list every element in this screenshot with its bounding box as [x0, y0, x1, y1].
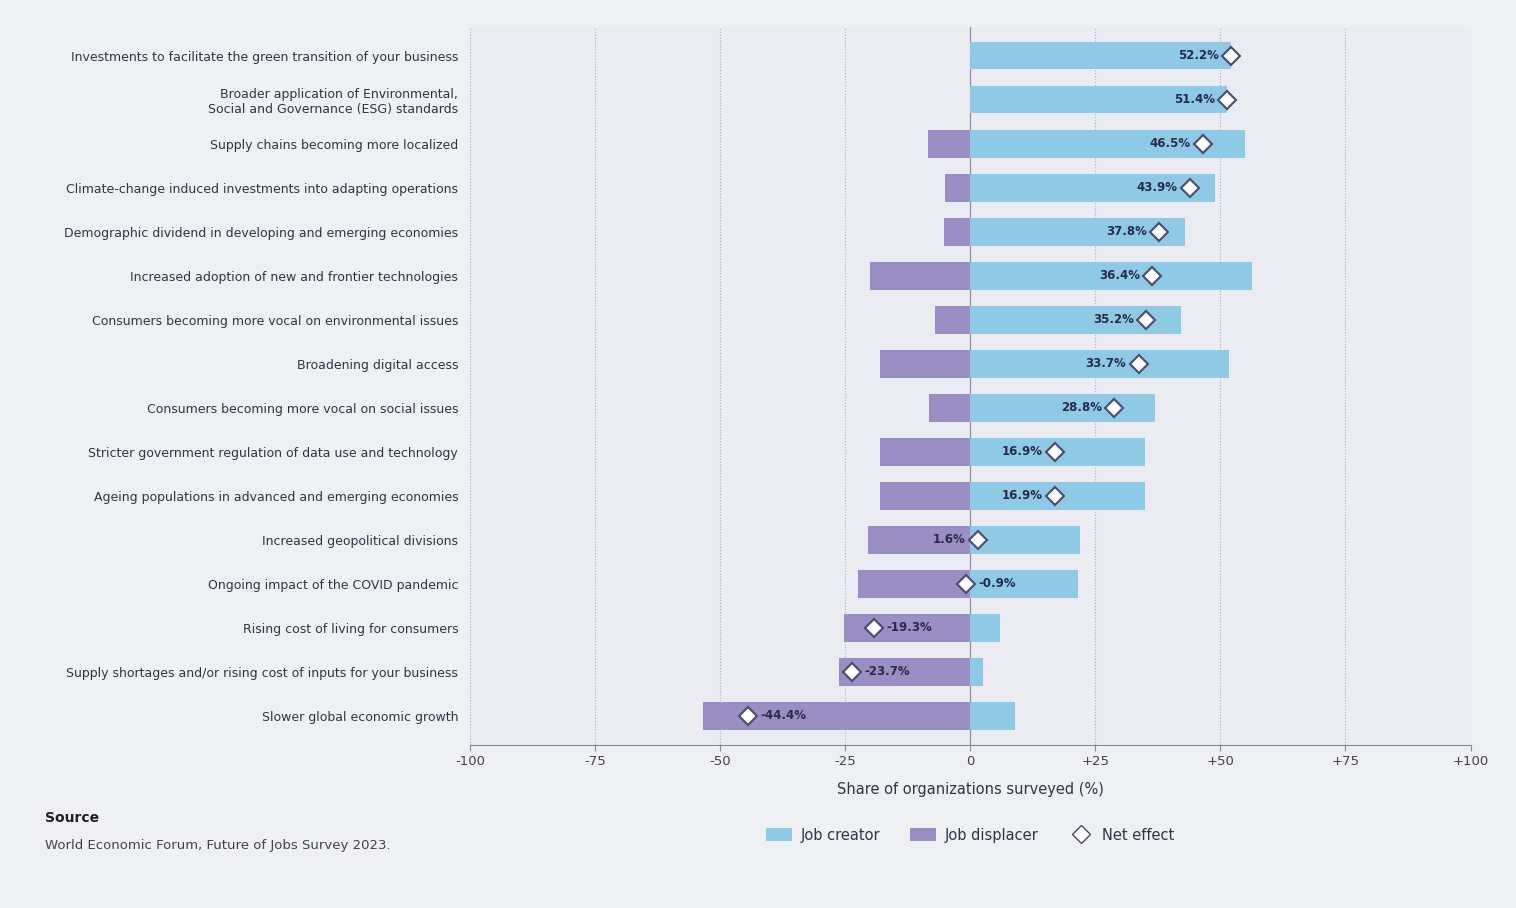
Bar: [844, 615, 970, 642]
Text: -19.3%: -19.3%: [887, 621, 932, 635]
Bar: [879, 482, 970, 509]
Bar: [970, 174, 1216, 202]
Legend: Job creator, Job displacer, Net effect: Job creator, Job displacer, Net effect: [760, 822, 1181, 848]
Text: 46.5%: 46.5%: [1149, 137, 1190, 151]
Bar: [970, 527, 1081, 554]
Text: 33.7%: 33.7%: [1085, 358, 1126, 370]
Text: 28.8%: 28.8%: [1061, 401, 1102, 414]
Text: -0.9%: -0.9%: [978, 577, 1016, 590]
Bar: [970, 262, 1252, 290]
Bar: [870, 262, 970, 290]
Bar: [970, 130, 1246, 157]
Text: 43.9%: 43.9%: [1137, 182, 1178, 194]
Bar: [970, 350, 1229, 378]
Bar: [970, 42, 1231, 70]
Bar: [970, 570, 1078, 597]
Text: 52.2%: 52.2%: [1178, 49, 1219, 63]
Bar: [970, 394, 1155, 421]
Bar: [879, 439, 970, 466]
Text: 51.4%: 51.4%: [1173, 94, 1214, 106]
Text: 16.9%: 16.9%: [1001, 489, 1043, 502]
Text: 35.2%: 35.2%: [1093, 313, 1134, 326]
Bar: [970, 482, 1146, 509]
Text: -23.7%: -23.7%: [864, 666, 910, 678]
Bar: [703, 702, 970, 730]
Text: Source: Source: [45, 811, 100, 824]
Text: 37.8%: 37.8%: [1107, 225, 1146, 239]
Bar: [970, 439, 1146, 466]
Bar: [970, 86, 1228, 114]
Bar: [928, 130, 970, 157]
Bar: [970, 218, 1186, 245]
Bar: [935, 306, 970, 333]
Bar: [970, 658, 982, 686]
Bar: [869, 527, 970, 554]
Bar: [881, 350, 970, 378]
Bar: [840, 658, 970, 686]
Text: -44.4%: -44.4%: [761, 709, 807, 723]
Bar: [970, 615, 1001, 642]
Text: 16.9%: 16.9%: [1001, 446, 1043, 459]
Text: 36.4%: 36.4%: [1099, 270, 1140, 282]
Bar: [929, 394, 970, 421]
Bar: [970, 306, 1181, 333]
Bar: [944, 218, 970, 245]
Bar: [944, 174, 970, 202]
Text: World Economic Forum, Future of Jobs Survey 2023.: World Economic Forum, Future of Jobs Sur…: [45, 839, 391, 852]
Bar: [970, 702, 1016, 730]
Text: 1.6%: 1.6%: [932, 533, 966, 547]
Bar: [858, 570, 970, 597]
X-axis label: Share of organizations surveyed (%): Share of organizations surveyed (%): [837, 782, 1104, 797]
